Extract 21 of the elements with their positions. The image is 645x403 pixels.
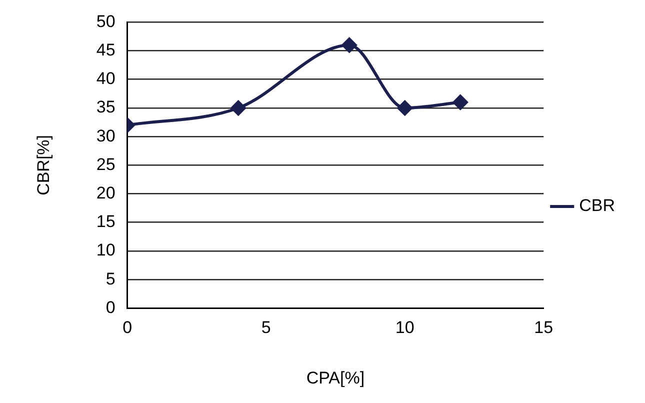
point <box>342 38 357 53</box>
y-tick-label: 45 <box>96 40 116 60</box>
x-axis-title: CPA[%] <box>306 368 365 388</box>
y-axis-title: CBR[%] <box>34 134 53 196</box>
legend-label: CBR <box>579 196 616 216</box>
x-tick-label: 15 <box>534 318 554 338</box>
y-tick-label: 35 <box>96 98 116 117</box>
y-tick-label: 20 <box>96 183 116 202</box>
y-tick-label: 30 <box>96 126 116 146</box>
y-tick-label: 25 <box>96 154 116 174</box>
y-tick-label: 15 <box>96 212 116 232</box>
y-tick-label: 40 <box>96 69 116 88</box>
y-tick-label: 0 <box>106 298 116 317</box>
x-tick-label: 0 <box>122 318 132 338</box>
x-tick-label: 5 <box>261 318 271 338</box>
y-tick-label: 5 <box>106 269 116 288</box>
y-tick-label: 50 <box>96 12 116 31</box>
point <box>397 100 412 116</box>
x-tick-label: 10 <box>395 318 414 338</box>
point <box>452 94 468 110</box>
y-tick-label: 10 <box>96 240 116 260</box>
